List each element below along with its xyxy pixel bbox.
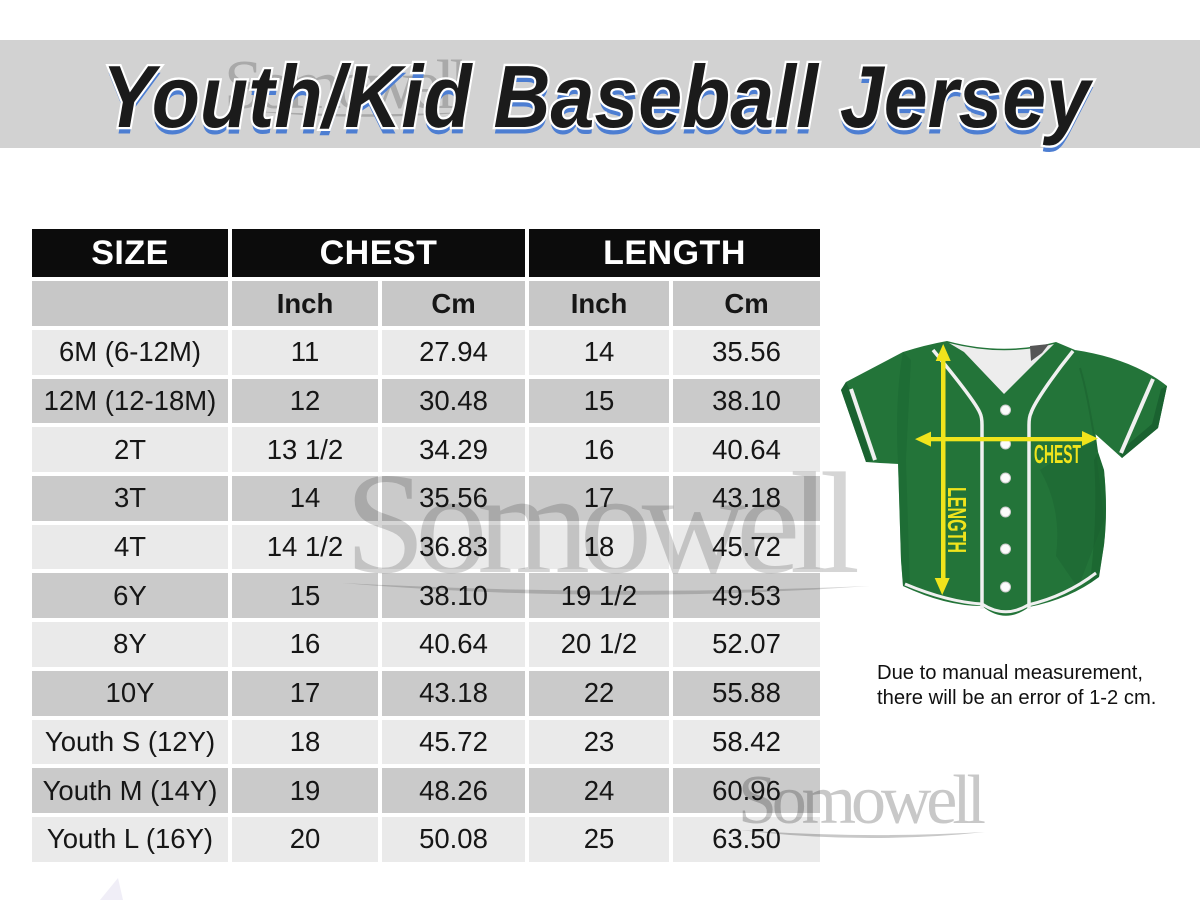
svg-text:LENGTH: LENGTH — [942, 487, 972, 553]
svg-text:Youth/Kid Baseball Jersey: Youth/Kid Baseball Jersey — [102, 54, 1094, 153]
svg-text:Youth/Kid Baseball Jersey: Youth/Kid Baseball Jersey — [102, 47, 1094, 146]
svg-text:Somowell: Somowell — [224, 47, 469, 124]
svg-text:Somowell: Somowell — [738, 762, 986, 839]
svg-text:Somowell: Somowell — [345, 444, 860, 604]
svg-text:CHEST: CHEST — [1034, 439, 1081, 469]
